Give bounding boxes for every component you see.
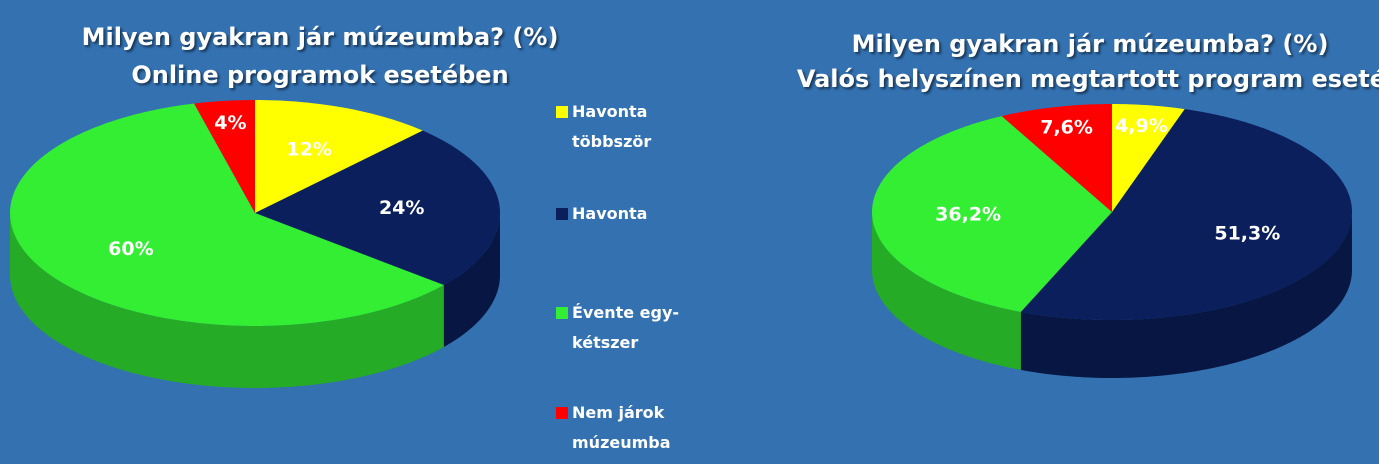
data-label: 51,3% bbox=[1214, 223, 1280, 245]
slice bbox=[1112, 104, 1185, 212]
data-label: 4% bbox=[214, 112, 246, 134]
legend-swatch bbox=[556, 208, 568, 220]
data-label: 60% bbox=[108, 238, 153, 260]
slice bbox=[255, 100, 423, 213]
legend-label: Nem járok múzeumba bbox=[572, 403, 671, 452]
legend-label: Havonta többször bbox=[572, 102, 652, 151]
slice bbox=[872, 116, 1112, 312]
data-label: 24% bbox=[379, 197, 424, 219]
chart-title: Milyen gyakran jár múzeumba? (%) bbox=[852, 30, 1329, 58]
slice bbox=[1001, 104, 1112, 212]
slice bbox=[255, 130, 500, 286]
slice-side bbox=[1020, 212, 1352, 378]
legend-item: Évente egy-kétszer bbox=[556, 298, 732, 358]
legend-label: Havonta bbox=[572, 204, 648, 223]
legend-item: Havonta bbox=[556, 199, 732, 229]
legend-swatch bbox=[556, 106, 568, 118]
slice-side bbox=[872, 212, 1021, 370]
data-label: 36,2% bbox=[935, 203, 1001, 225]
slice-side bbox=[10, 213, 444, 388]
slice bbox=[10, 103, 444, 326]
legend-item: Nem járok múzeumba bbox=[556, 398, 682, 458]
data-label: 7,6% bbox=[1040, 117, 1093, 139]
legend-swatch bbox=[556, 307, 568, 319]
chart-title: Milyen gyakran jár múzeumba? (%) bbox=[82, 23, 559, 51]
chart-subtitle: Valós helyszínen megtartott program eset… bbox=[797, 65, 1379, 93]
slice bbox=[194, 100, 255, 213]
legend-swatch bbox=[556, 407, 568, 419]
slice-side bbox=[443, 213, 500, 348]
data-label: 4,9% bbox=[1115, 115, 1168, 137]
chart-subtitle: Online programok esetében bbox=[131, 61, 508, 89]
legend-item: Havonta többször bbox=[556, 97, 732, 157]
data-label: 12% bbox=[286, 138, 331, 160]
legend-label: Évente egy-kétszer bbox=[572, 303, 680, 352]
slice bbox=[1020, 109, 1352, 320]
